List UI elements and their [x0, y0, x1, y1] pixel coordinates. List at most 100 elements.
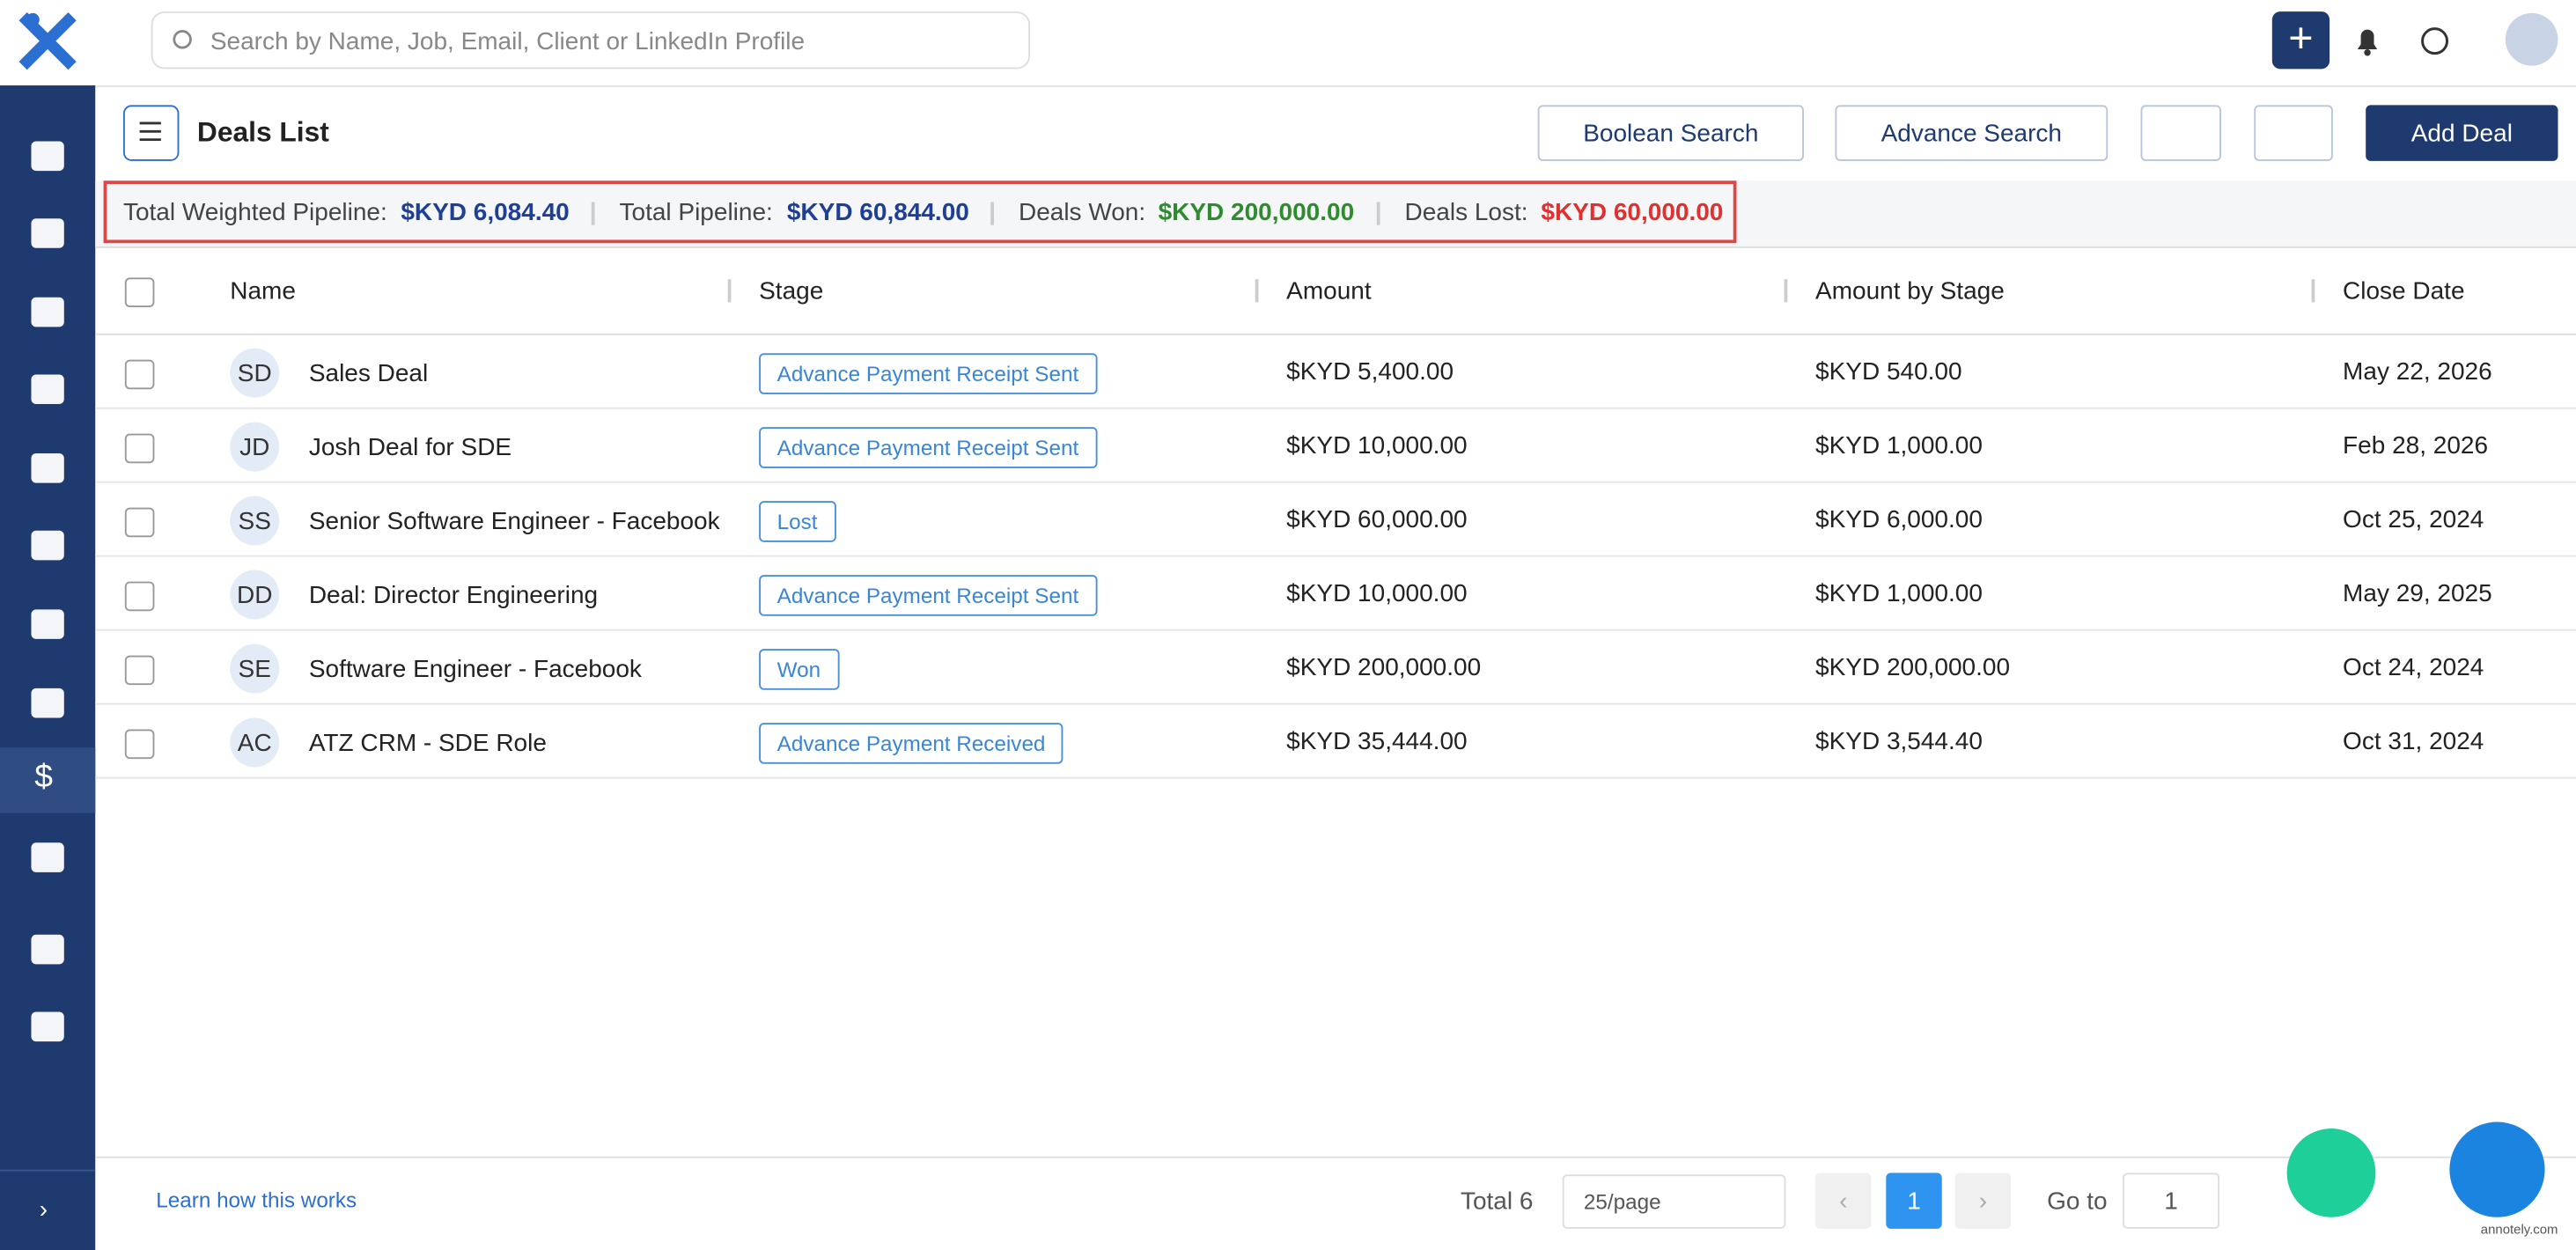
summary-separator	[1376, 202, 1380, 225]
advance-search-button[interactable]: Advance Search	[1835, 105, 2109, 161]
edit-button[interactable]	[2140, 105, 2221, 161]
boolean-search-button[interactable]: Boolean Search	[1537, 105, 1804, 161]
deal-name[interactable]: Josh Deal for SDE	[308, 433, 512, 462]
row-border	[95, 776, 2576, 779]
summary-label: Deals Lost:	[1404, 198, 1528, 227]
avatar-initials: SD	[230, 348, 280, 398]
stage-tag: Lost	[759, 501, 836, 542]
menu-button[interactable]	[122, 105, 180, 161]
close-date: Feb 28, 2026	[2343, 431, 2489, 460]
footer-divider	[95, 1156, 2576, 1158]
avatar-initials: DD	[230, 570, 280, 620]
page-size-select[interactable]: 25/page	[1562, 1174, 1786, 1229]
highlight-box	[103, 180, 1737, 244]
logo	[18, 12, 77, 70]
avatar-initials: SE	[230, 643, 280, 694]
page-button[interactable]: 1	[1886, 1173, 1942, 1229]
column-header: Stage	[759, 277, 824, 306]
stage-tag: Won	[759, 649, 839, 690]
table-header	[95, 250, 2576, 335]
amount-by-stage: $KYD 3,544.40	[1815, 727, 1983, 756]
row-border	[95, 702, 2576, 705]
next-page[interactable]: ›	[1954, 1173, 2012, 1229]
notify-fab[interactable]	[2286, 1129, 2376, 1217]
watermark: annotely.com	[2480, 1222, 2558, 1238]
summary-value: $KYD 200,000.00	[1158, 198, 1355, 227]
summary-separator	[990, 202, 994, 225]
avatar[interactable]	[2505, 12, 2558, 66]
column-separator	[2311, 279, 2315, 303]
summary-value: $KYD 6,084.40	[401, 198, 570, 227]
amount: $KYD 35,444.00	[1286, 727, 1468, 756]
deal-name[interactable]: Sales Deal	[308, 359, 429, 388]
chat-fab[interactable]	[2449, 1121, 2545, 1217]
deal-name[interactable]: ATZ CRM - SDE Role	[308, 729, 547, 758]
column-header: Close Date	[2343, 277, 2465, 306]
amount-by-stage: $KYD 6,000.00	[1815, 505, 1983, 534]
summary-label: Deals Won:	[1018, 198, 1146, 227]
amount: $KYD 200,000.00	[1286, 653, 1482, 682]
summary-bar	[95, 180, 2576, 248]
row-checkbox[interactable]	[124, 507, 155, 538]
add-deal-button[interactable]: Add Deal	[2366, 105, 2558, 161]
row-checkbox[interactable]	[124, 655, 155, 686]
summary-label: Total Weighted Pipeline:	[122, 198, 387, 227]
help-link[interactable]: Learn how this works	[156, 1188, 357, 1213]
amount: $KYD 10,000.00	[1286, 579, 1468, 608]
summary-label: Total Pipeline:	[619, 198, 773, 227]
avatar-initials: SS	[230, 496, 280, 546]
deal-name[interactable]: Senior Software Engineer - Facebook	[308, 507, 720, 536]
amount-by-stage: $KYD 540.00	[1815, 357, 1962, 386]
deal-name[interactable]: Deal: Director Engineering	[308, 581, 599, 610]
plus-button[interactable]: +	[2271, 11, 2330, 70]
close-date: Oct 31, 2024	[2343, 727, 2484, 756]
summary-value: $KYD 60,844.00	[786, 198, 969, 227]
amount-by-stage: $KYD 200,000.00	[1815, 653, 2011, 682]
sidebar: $ ›	[0, 85, 96, 1250]
column-separator	[1784, 279, 1788, 303]
search-box[interactable]: Search by Name, Job, Email, Client or Li…	[151, 11, 1031, 70]
row-border	[95, 629, 2576, 631]
deal-name[interactable]: Software Engineer - Facebook	[308, 655, 642, 684]
close-date: Oct 25, 2024	[2343, 505, 2484, 534]
stage-tag: Advance Payment Received	[759, 723, 1064, 764]
avatar-initials: AC	[230, 717, 280, 768]
row-checkbox[interactable]	[124, 581, 155, 612]
search-placeholder: Search by Name, Job, Email, Client or Li…	[210, 27, 806, 56]
stage-tag: Advance Payment Receipt Sent	[759, 353, 1097, 394]
row-checkbox[interactable]	[124, 433, 155, 464]
prev-page[interactable]: ‹	[1815, 1173, 1872, 1229]
row-checkbox[interactable]	[124, 729, 155, 760]
select-all-checkbox[interactable]	[124, 277, 155, 307]
help-icon[interactable]	[2420, 26, 2450, 56]
page-title: Deals List	[196, 116, 329, 148]
column-header: Amount by Stage	[1815, 277, 2005, 306]
bell-icon[interactable]	[2354, 26, 2381, 56]
column-header: Amount	[1286, 277, 1372, 306]
amount-by-stage: $KYD 1,000.00	[1815, 431, 1983, 460]
column-header: Name	[230, 277, 296, 306]
close-date: Oct 24, 2024	[2343, 653, 2484, 682]
row-border	[95, 481, 2576, 483]
row-border	[95, 407, 2576, 409]
row-border	[95, 555, 2576, 557]
amount: $KYD 5,400.00	[1286, 357, 1454, 386]
amount: $KYD 10,000.00	[1286, 431, 1468, 460]
close-date: May 22, 2026	[2343, 357, 2492, 386]
close-date: May 29, 2025	[2343, 579, 2492, 608]
total-count: Total 6	[1460, 1188, 1534, 1216]
columns-button[interactable]	[2254, 105, 2333, 161]
top-bar	[0, 0, 2576, 87]
row-checkbox[interactable]	[124, 359, 155, 390]
avatar-initials: JD	[230, 422, 280, 472]
stage-tag: Advance Payment Receipt Sent	[759, 427, 1097, 468]
summary-value: $KYD 60,000.00	[1541, 198, 1724, 227]
amount-by-stage: $KYD 1,000.00	[1815, 579, 1983, 608]
stage-tag: Advance Payment Receipt Sent	[759, 575, 1097, 616]
amount: $KYD 60,000.00	[1286, 505, 1468, 534]
goto-input[interactable]: 1	[2123, 1173, 2220, 1229]
goto-label: Go to	[2047, 1188, 2108, 1216]
summary-separator	[591, 202, 595, 225]
